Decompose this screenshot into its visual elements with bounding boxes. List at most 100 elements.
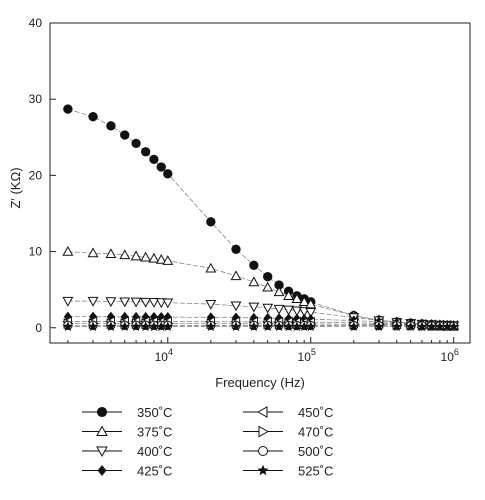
data-point xyxy=(391,321,402,332)
data-point xyxy=(305,307,317,318)
data-point xyxy=(283,305,295,316)
data-point xyxy=(87,321,99,331)
data-point xyxy=(262,303,274,314)
axis-layer: 0 10 20 30 40 104 105 106 xyxy=(29,16,459,364)
legend-item: 500˚C xyxy=(243,444,333,459)
legend-marker xyxy=(258,425,270,438)
y-tick-label: 30 xyxy=(29,92,43,106)
series-1 xyxy=(63,104,459,331)
data-point xyxy=(248,321,259,331)
data-point xyxy=(448,321,459,332)
data-point xyxy=(62,321,73,331)
series-line xyxy=(67,108,454,326)
legend-item: 425˚C xyxy=(82,464,172,479)
data-point xyxy=(120,130,130,140)
data-point xyxy=(262,281,274,292)
legend-marker xyxy=(96,446,108,458)
legend-label: 400˚C xyxy=(137,444,172,459)
data-point xyxy=(148,252,160,263)
data-point xyxy=(405,321,416,332)
data-point xyxy=(305,298,317,309)
data-point xyxy=(248,276,260,287)
data-point xyxy=(88,112,98,122)
legend-marker xyxy=(258,446,268,456)
legend-label: 375˚C xyxy=(137,425,172,440)
data-point xyxy=(249,260,259,270)
data-point xyxy=(140,147,151,157)
y-axis-title: Z′ (KΩ) xyxy=(8,167,23,208)
legend-label: 525˚C xyxy=(298,464,333,479)
data-point xyxy=(426,321,437,332)
y-tick-label: 20 xyxy=(29,168,43,182)
data-point xyxy=(130,297,142,308)
data-point xyxy=(162,298,174,309)
data-point xyxy=(140,251,152,262)
data-point xyxy=(273,321,285,331)
data-point xyxy=(206,217,216,227)
data-point xyxy=(105,248,117,259)
legend: 350˚C 375˚C 400˚C 425˚C 450˚C 470˚C 500˚C 525˚C xyxy=(82,405,333,479)
x-tick-label: 105 xyxy=(298,347,316,364)
data-point xyxy=(62,245,74,256)
data-point xyxy=(131,138,141,149)
data-point xyxy=(348,321,359,332)
data-point xyxy=(230,301,242,312)
data-point xyxy=(130,321,142,331)
legend-marker xyxy=(96,406,108,418)
data-point xyxy=(205,299,217,310)
legend-marker xyxy=(257,464,269,476)
y-tick-label: 10 xyxy=(29,245,43,259)
data-point xyxy=(283,321,294,331)
x-axis-title: Frequency (Hz) xyxy=(215,375,305,390)
data-point xyxy=(63,104,73,114)
data-point xyxy=(162,321,173,331)
data-point xyxy=(155,253,167,264)
plot-frame xyxy=(49,22,471,344)
legend-item: 400˚C xyxy=(82,444,172,459)
legend-marker xyxy=(256,406,268,418)
data-point xyxy=(373,321,385,332)
x-tick-label: 106 xyxy=(441,347,459,364)
data-point xyxy=(62,296,74,307)
data-point xyxy=(283,290,295,300)
data-point xyxy=(291,306,303,317)
legend-item: 450˚C xyxy=(243,405,333,420)
data-point xyxy=(149,154,159,165)
data-point xyxy=(130,250,142,261)
data-point xyxy=(230,270,242,281)
legend-label: 350˚C xyxy=(137,405,172,420)
legend-marker xyxy=(96,425,108,436)
data-point xyxy=(119,297,131,308)
plot-layer xyxy=(62,104,460,332)
data-point xyxy=(156,162,166,172)
data-point xyxy=(291,293,303,303)
data-point xyxy=(305,321,316,331)
data-point xyxy=(105,321,117,331)
data-point xyxy=(119,321,130,331)
data-point xyxy=(205,262,217,273)
data-point xyxy=(105,297,117,308)
legend-label: 450˚C xyxy=(298,405,333,420)
x-tick-label: 104 xyxy=(155,347,173,364)
y-tick-label: 40 xyxy=(29,16,43,30)
y-tick-label: 0 xyxy=(35,321,42,335)
legend-item: 375˚C xyxy=(82,425,172,440)
data-point xyxy=(106,121,116,131)
data-point xyxy=(87,247,99,258)
data-point xyxy=(273,286,285,297)
data-point xyxy=(155,298,167,309)
legend-item: 525˚C xyxy=(243,464,333,479)
data-point xyxy=(262,321,273,331)
data-point xyxy=(230,321,242,331)
data-point xyxy=(248,302,260,313)
data-point xyxy=(273,304,285,315)
series-8 xyxy=(62,321,459,332)
data-point xyxy=(416,321,428,332)
legend-item: 470˚C xyxy=(243,425,333,440)
data-point xyxy=(298,296,310,307)
data-point xyxy=(87,296,99,307)
data-point xyxy=(205,321,216,331)
legend-label: 425˚C xyxy=(137,464,172,479)
legend-item: 350˚C xyxy=(82,405,172,420)
